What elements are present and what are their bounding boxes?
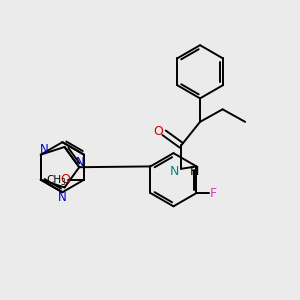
Text: O: O — [153, 125, 163, 138]
Text: 3: 3 — [60, 178, 65, 187]
Text: N: N — [76, 156, 84, 169]
Text: N: N — [40, 143, 48, 156]
Text: N: N — [57, 191, 66, 204]
Text: O: O — [60, 173, 70, 186]
Text: N: N — [169, 165, 179, 178]
Text: CH: CH — [47, 175, 62, 185]
Text: F: F — [210, 187, 217, 200]
Text: H: H — [190, 165, 200, 178]
